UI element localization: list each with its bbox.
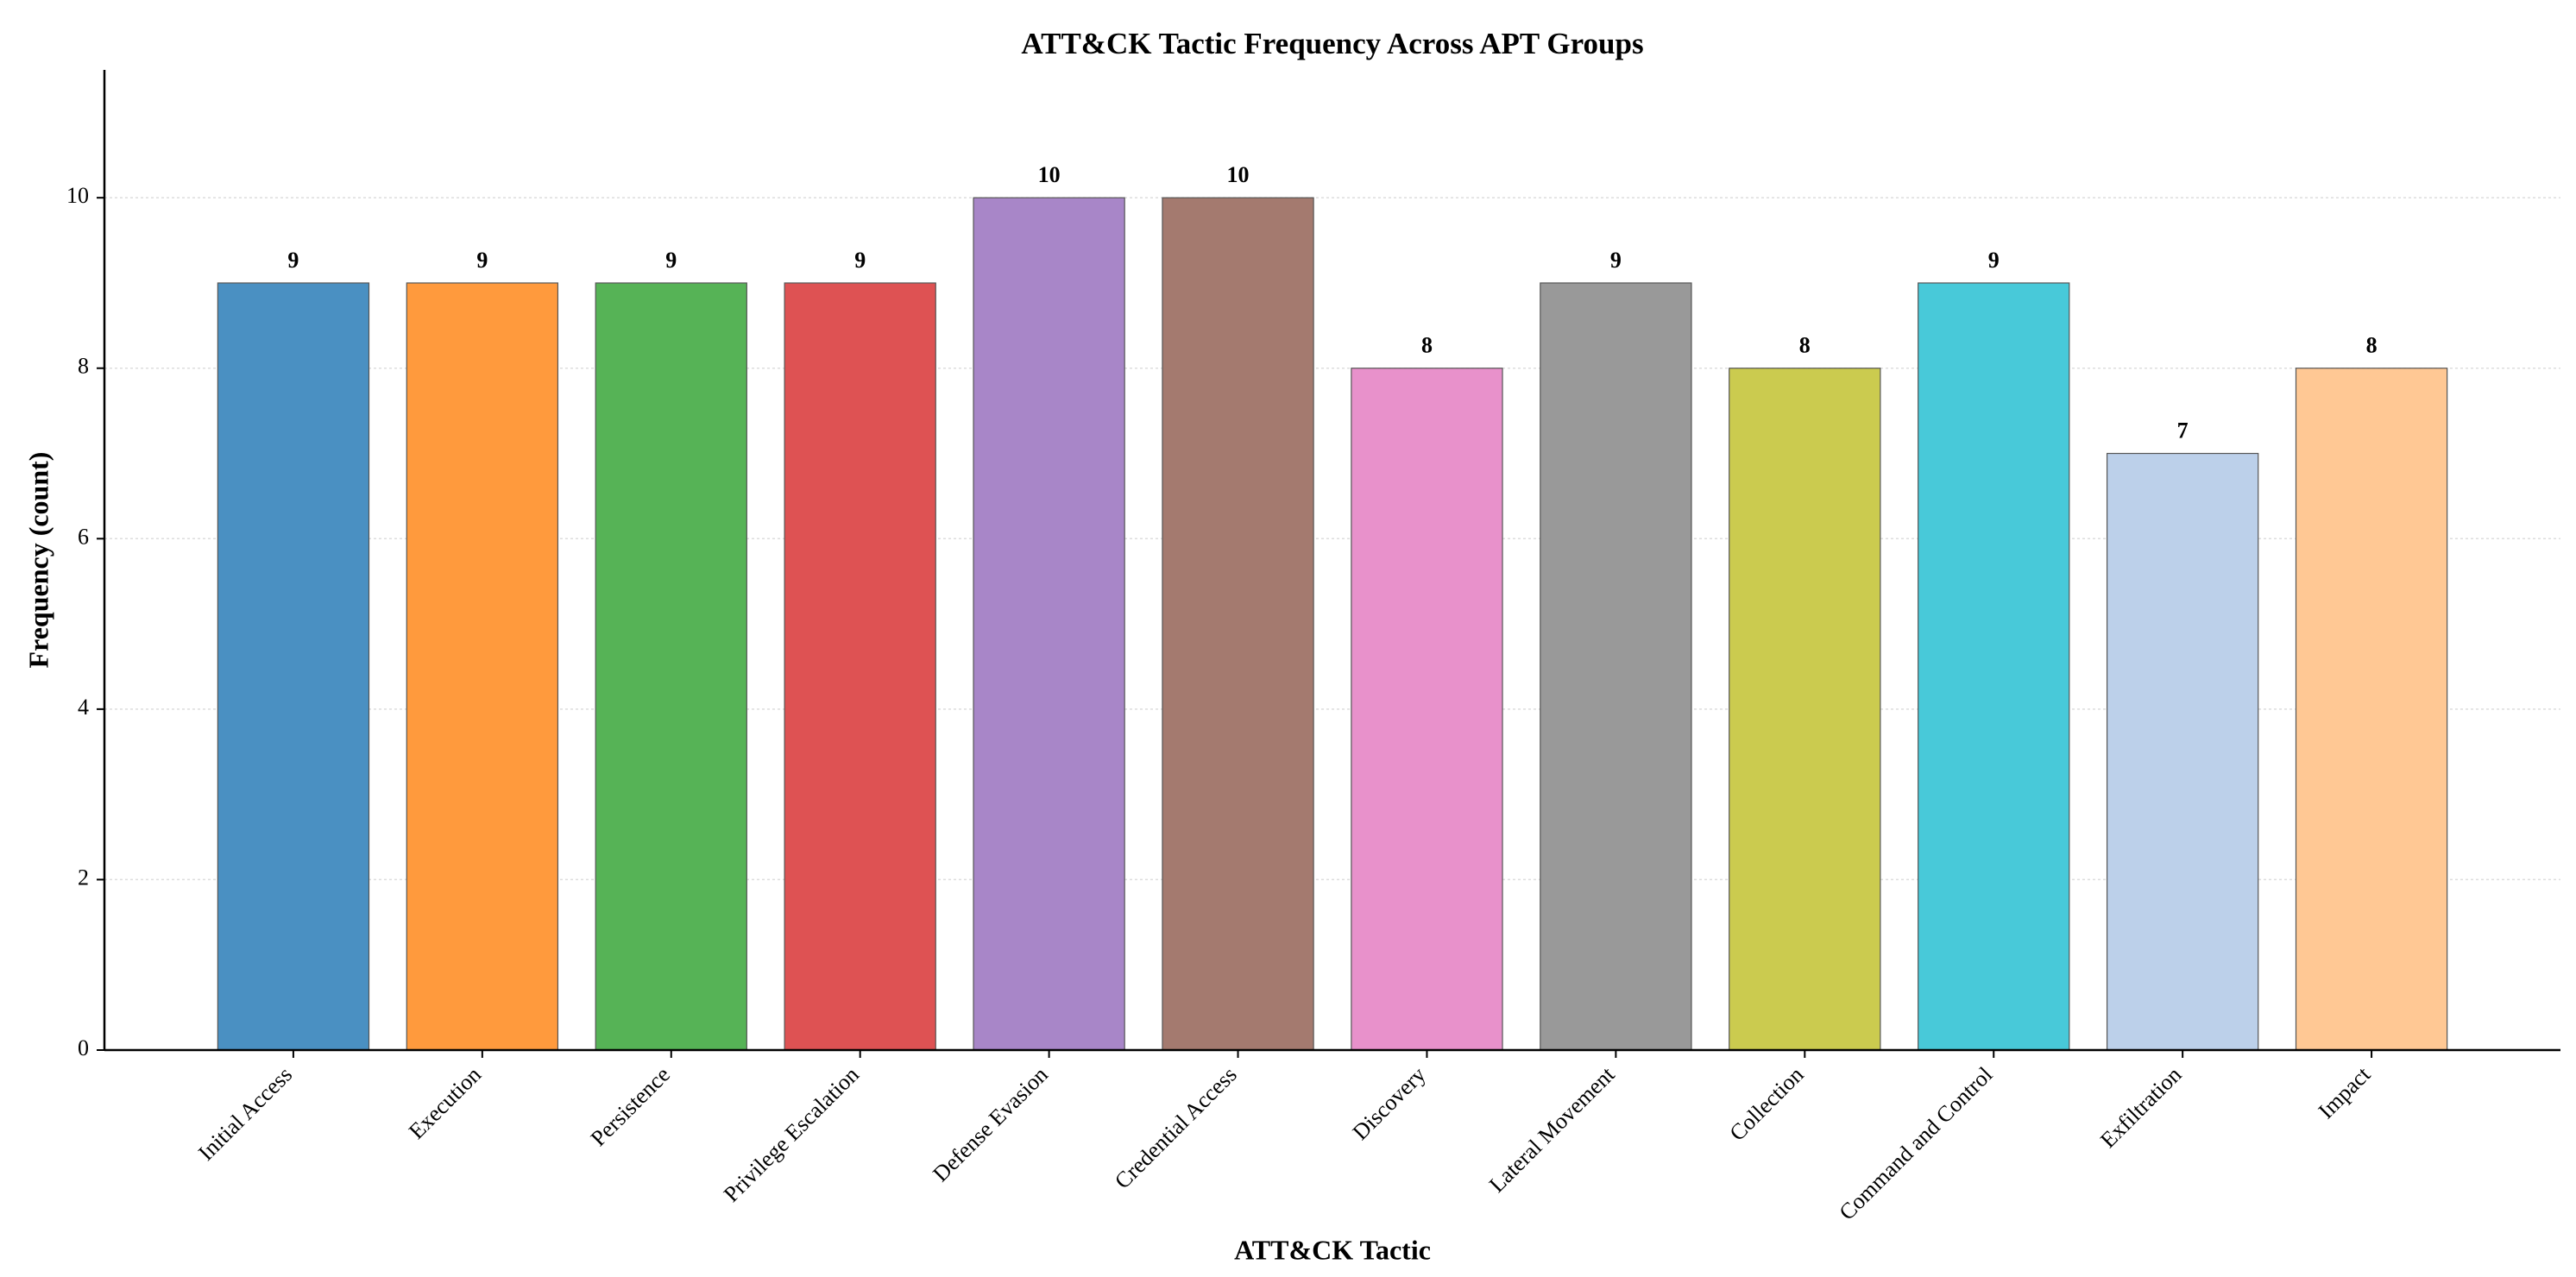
x-tick-label: Credential Access <box>1110 1062 1242 1194</box>
value-label: 8 <box>1421 333 1433 358</box>
x-tick-label: Execution <box>404 1062 486 1144</box>
y-tick-label: 8 <box>78 354 89 379</box>
y-tick-label: 2 <box>78 865 89 890</box>
bar <box>1540 282 1692 1051</box>
x-tick-label: Lateral Movement <box>1484 1061 1620 1197</box>
bar <box>1162 197 1314 1051</box>
value-label: 9 <box>1988 248 2000 273</box>
value-label: 9 <box>665 248 677 273</box>
x-tick-label: Discovery <box>1348 1062 1431 1145</box>
y-tick-label: 10 <box>66 183 89 208</box>
y-tick-label: 6 <box>78 524 89 549</box>
x-tick-label: Exfiltration <box>2095 1062 2186 1153</box>
x-axis-label: ATT&CK Tactic <box>1234 1234 1431 1265</box>
value-label: 10 <box>1038 162 1061 187</box>
value-label: 7 <box>2177 418 2189 443</box>
value-label: 10 <box>1227 162 1250 187</box>
bar <box>595 282 747 1051</box>
x-tick-label: Impact <box>2314 1061 2376 1123</box>
bar <box>2106 452 2259 1051</box>
y-tick-label: 0 <box>78 1035 89 1060</box>
x-tick-label: Collection <box>1724 1062 1808 1146</box>
chart-title: ATT&CK Tactic Frequency Across APT Group… <box>1021 27 1643 60</box>
y-tick-label: 4 <box>78 695 89 720</box>
x-tick-label: Privilege Escalation <box>719 1062 864 1207</box>
x-tick-label: Command and Control <box>1834 1062 1997 1225</box>
bar <box>406 282 559 1051</box>
bar <box>784 282 936 1051</box>
bar <box>217 282 370 1051</box>
value-label: 9 <box>854 248 866 273</box>
bar <box>973 197 1125 1051</box>
y-axis-label: Frequency (count) <box>22 452 54 669</box>
bar <box>1729 368 1881 1051</box>
bar <box>2295 368 2448 1051</box>
value-label: 9 <box>476 248 488 273</box>
x-tick-label: Persistence <box>586 1062 675 1151</box>
bar <box>1351 368 1503 1051</box>
value-label: 8 <box>1799 333 1811 358</box>
value-label: 9 <box>287 248 299 273</box>
value-label: 8 <box>2366 333 2378 358</box>
value-label: 9 <box>1610 248 1622 273</box>
x-tick-label: Defense Evasion <box>928 1062 1053 1187</box>
x-tick-label: Initial Access <box>193 1062 297 1166</box>
bar <box>1918 282 2070 1051</box>
